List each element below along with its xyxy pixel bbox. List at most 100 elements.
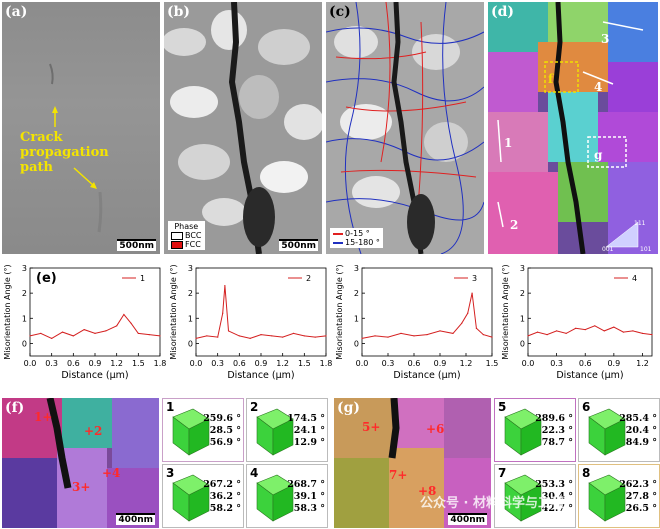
annotation-line-1: Crack [20,130,63,145]
y-tick-label: 3 [188,264,193,273]
ipf-texture [488,2,658,254]
marker-g8: +8 [418,484,437,498]
plot-frame [527,267,653,357]
data-point [249,337,251,339]
marker-f3: 3+ [72,480,91,494]
marker-f4: +4 [102,466,121,480]
chart-svg-4: 0.0 0.3 0.6 0.9 1.2 0 1 2 3 4 Distance (μm) Misorie… [501,264,653,381]
euler-angle: 289.6 ° [535,413,573,424]
orientation-box-6: 6 285.4 ° 20.4 ° 84.9 ° [578,398,660,462]
data-point [575,327,577,329]
panel-f-map: (f) 1+ +2 3+ +4 400nm [2,398,159,528]
panel-d-ipf-map: (d) 1 2 3 4 f g 111 001 101 [488,2,658,254]
box-g-label: g [594,148,603,162]
data-point [29,335,31,337]
phase-legend-bcc: BCC [171,231,202,240]
chart-svg-3: 0.0 0.3 0.6 0.9 1.2 1.5 0 1 2 3 3 Distance (μm) Miso… [335,264,498,381]
plot-frame [361,267,493,357]
annotation-line-3: path [20,160,53,175]
phase-map-texture [164,2,322,254]
cube-icon [588,474,626,522]
y-tick-label: 2 [354,289,359,298]
legend-label: 3 [472,274,477,283]
cube-icon [256,408,294,456]
x-tick-label: 0.3 [45,359,58,368]
data-point [482,334,484,336]
euler-angles: 268.7 ° 39.1 ° 58.3 ° [287,479,325,515]
phase-legend-fcc: FCC [171,240,202,249]
panel-g-texture [334,398,491,528]
x-tick-label: 0.6 [408,359,421,368]
euler-angles: 289.6 ° 22.3 ° 78.7 ° [535,413,573,449]
chart-svg-2: 0.0 0.3 0.6 0.9 1.2 1.5 1.8 0 1 2 3 2 Distance (μm) M… [169,264,332,381]
data-point [72,335,74,337]
panel-f-label: (f) [5,400,25,416]
marker-g6: +6 [426,422,445,436]
x-tick-label: 0.9 [607,359,620,368]
euler-angle: 267.2 ° [203,479,241,490]
x-tick-label: 1.2 [460,359,473,368]
y-tick-label: 1 [520,314,525,323]
orientation-box-4: 4 268.7 ° 39.1 ° 58.3 ° [246,464,328,528]
euler-angle: 58.2 ° [209,503,241,514]
marker-4: 4 [594,80,603,94]
x-tick-label: 0.9 [255,359,268,368]
x-tick-label: 1.5 [486,359,498,368]
data-point [475,327,477,329]
x-tick-label: 1.2 [276,359,289,368]
series-line-4 [527,325,653,337]
data-point [130,322,132,324]
panel-a-label: (a) [5,4,28,20]
chart-2: 0.0 0.3 0.6 0.9 1.2 1.5 1.8 0 1 2 3 2 Distance (μm) M… [168,258,332,388]
data-point [361,337,363,339]
data-point [641,332,644,334]
x-tick-label: 0.0 [522,359,535,368]
y-tick-label: 3 [520,264,525,273]
x-tick-label: 0.0 [24,359,37,368]
ipf-001: 001 [602,246,614,253]
ipf-111: 111 [634,220,646,227]
euler-angle: 285.4 ° [619,413,657,424]
x-tick-label: 0.3 [211,359,224,368]
euler-angle: 39.1 ° [293,491,325,502]
panel-f-texture [2,398,159,528]
marker-f1: 1+ [34,410,53,424]
euler-angle: 84.9 ° [625,437,657,448]
data-point [227,330,230,332]
x-tick-label: 0.9 [434,359,447,368]
x-tick-label: 0.3 [382,359,395,368]
x-axis-label: Distance (μm) [227,370,294,381]
orientation-box-2: 2 174.5 ° 24.1 ° 12.9 ° [246,398,328,462]
euler-angle: 36.2 ° [209,491,241,502]
orientation-box-8: 8 262.3 ° 27.8 ° 26.5 ° [578,464,660,528]
data-point [94,332,96,334]
euler-angle: 22.3 ° [541,425,573,436]
data-point [123,313,125,316]
x-tick-label: 0.9 [89,359,102,368]
y-axis-label: Misorientation Angle (°) [3,264,12,359]
y-tick-label: 2 [22,289,27,298]
panel-a-sem: (a) Crack propagation path 500nm [2,2,160,254]
data-point [282,336,284,338]
euler-angle: 20.4 ° [625,425,657,436]
euler-angles: 262.3 ° 27.8 ° 26.5 ° [619,479,657,515]
chart-3: 0.0 0.3 0.6 0.9 1.2 1.5 0 1 2 3 3 Distance (μm) Miso… [334,258,498,388]
euler-angle: 262.3 ° [619,479,657,490]
annotation-line-2: propagation [20,145,109,160]
data-point [439,330,441,332]
data-point [413,335,415,337]
data-point [651,334,653,336]
data-point [325,335,327,337]
data-point [426,334,428,336]
x-tick-label: 1.2 [110,359,123,368]
orientation-id: 1 [166,400,175,414]
boundary-legend-low: 0-15 ° [333,229,380,238]
series-line-3 [361,292,493,339]
data-point [556,330,558,332]
data-point [292,332,295,334]
panel-g-label: (g) [337,400,361,416]
panel-b-label: (b) [167,4,191,20]
marker-2: 2 [510,218,519,232]
cube-icon [172,474,210,522]
series-line-2 [195,285,327,339]
